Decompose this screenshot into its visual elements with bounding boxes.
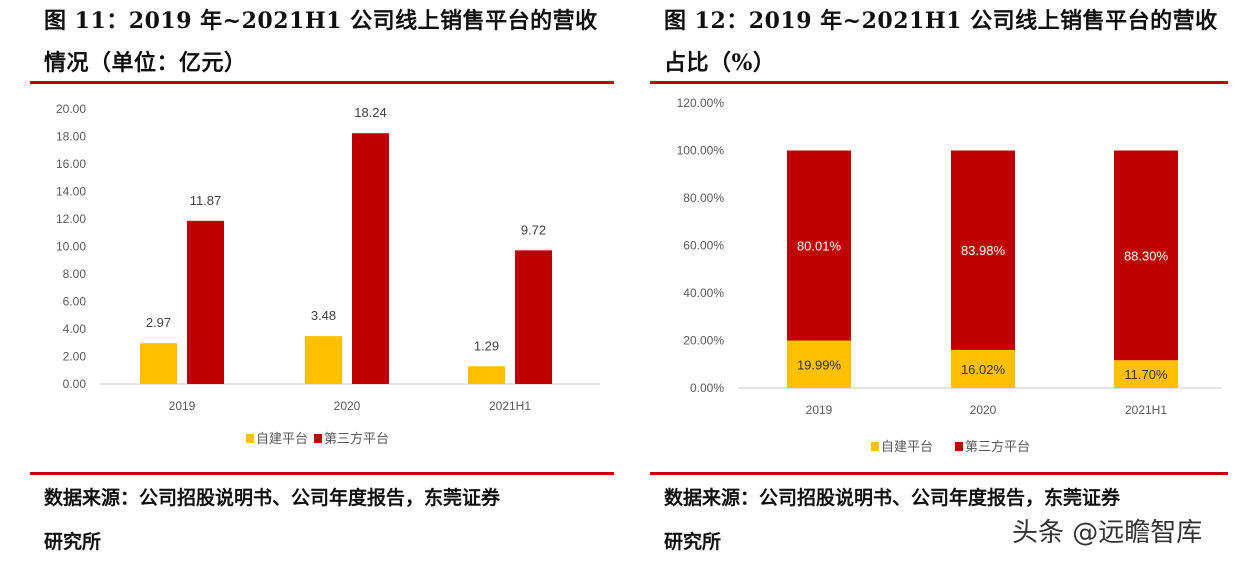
data-label: 11.87: [190, 193, 222, 208]
y-tick-label: 6.00: [63, 295, 87, 309]
legend-label: 第三方平台: [965, 439, 1030, 454]
y-tick-label: 120.00%: [677, 96, 725, 110]
legend-swatch: [871, 442, 879, 451]
title-line: 图 12：2019 年~2021H1 公司线上销售平台的营收: [664, 8, 1218, 34]
legend-swatch: [955, 442, 963, 451]
y-tick-label: 2.00: [63, 350, 87, 364]
data-label: 80.01%: [797, 239, 842, 254]
x-tick-label: 2020: [334, 399, 361, 413]
x-tick-label: 2021H1: [1125, 403, 1167, 417]
data-label: 83.98%: [961, 243, 1006, 258]
right-source: 数据来源：公司招股说明书、公司年度报告，东莞证券 研究所: [664, 476, 1120, 564]
source-line: 数据来源：公司招股说明书、公司年度报告，东莞证券: [44, 487, 501, 509]
data-label: 11.70%: [1124, 367, 1168, 382]
bar-third-party: [1114, 150, 1178, 361]
bar-third-party: [352, 133, 389, 384]
data-label: 88.30%: [1124, 248, 1169, 263]
data-label: 16.02%: [961, 362, 1006, 377]
bar-third-party: [187, 220, 224, 384]
left-source: 数据来源：公司招股说明书、公司年度报告，东莞证券 研究所: [44, 476, 500, 564]
watermark: 头条 @远瞻智库: [1012, 518, 1203, 548]
y-tick-label: 20.00%: [683, 334, 724, 348]
data-label: 9.72: [521, 222, 546, 237]
legend-swatch: [314, 434, 322, 443]
y-tick-label: 4.00: [63, 322, 87, 336]
title-line: 情况（单位：亿元）: [44, 50, 247, 76]
bar-self-built: [1114, 360, 1178, 388]
bar-self-built: [787, 340, 851, 388]
source-line: 研究所: [44, 531, 102, 553]
data-label: 19.99%: [797, 357, 842, 372]
y-tick-label: 14.00: [56, 185, 86, 199]
y-tick-label: 12.00: [56, 212, 86, 226]
y-tick-label: 10.00: [56, 240, 86, 254]
y-tick-label: 8.00: [63, 267, 87, 281]
y-tick-label: 0.00%: [690, 381, 724, 395]
source-line: 研究所: [664, 531, 722, 553]
bar-self-built: [140, 343, 177, 384]
bar-third-party: [951, 150, 1015, 350]
legend-swatch: [246, 434, 254, 443]
bar-third-party: [787, 150, 851, 341]
bar-self-built: [305, 336, 342, 384]
divider: [30, 81, 614, 84]
data-label: 18.24: [354, 105, 387, 120]
bar-third-party: [515, 250, 552, 384]
y-tick-label: 0.00: [63, 377, 87, 391]
x-tick-label: 2019: [169, 399, 196, 413]
y-tick-label: 16.00: [56, 157, 86, 171]
divider: [650, 472, 1228, 475]
y-tick-label: 100.00%: [677, 144, 725, 158]
right-chart-title: 图 12：2019 年~2021H1 公司线上销售平台的营收 占比（%）: [664, 0, 1218, 84]
title-line: 图 11：2019 年~2021H1 公司线上销售平台的营收: [44, 8, 598, 34]
y-tick-label: 60.00%: [683, 239, 724, 253]
bar-self-built: [468, 366, 505, 384]
left-chart-title: 图 11：2019 年~2021H1 公司线上销售平台的营收 情况（单位：亿元）: [44, 0, 598, 84]
data-label: 3.48: [311, 308, 336, 323]
data-label: 2.97: [146, 315, 171, 330]
data-label: 1.29: [474, 338, 499, 353]
title-line: 占比（%）: [664, 50, 776, 76]
divider: [650, 81, 1228, 84]
y-tick-label: 20.00: [56, 102, 86, 116]
x-tick-label: 2019: [806, 403, 833, 417]
x-tick-label: 2020: [970, 403, 997, 417]
legend-label: 第三方平台: [324, 431, 389, 446]
y-tick-label: 40.00%: [683, 286, 724, 300]
divider: [30, 472, 614, 475]
legend-label: 自建平台: [881, 439, 933, 454]
y-tick-label: 18.00: [56, 130, 86, 144]
source-line: 数据来源：公司招股说明书、公司年度报告，东莞证券: [664, 487, 1121, 509]
bar-self-built: [951, 349, 1015, 388]
y-tick-label: 80.00%: [683, 191, 724, 205]
legend-label: 自建平台: [256, 431, 308, 446]
x-tick-label: 2021H1: [489, 399, 531, 413]
